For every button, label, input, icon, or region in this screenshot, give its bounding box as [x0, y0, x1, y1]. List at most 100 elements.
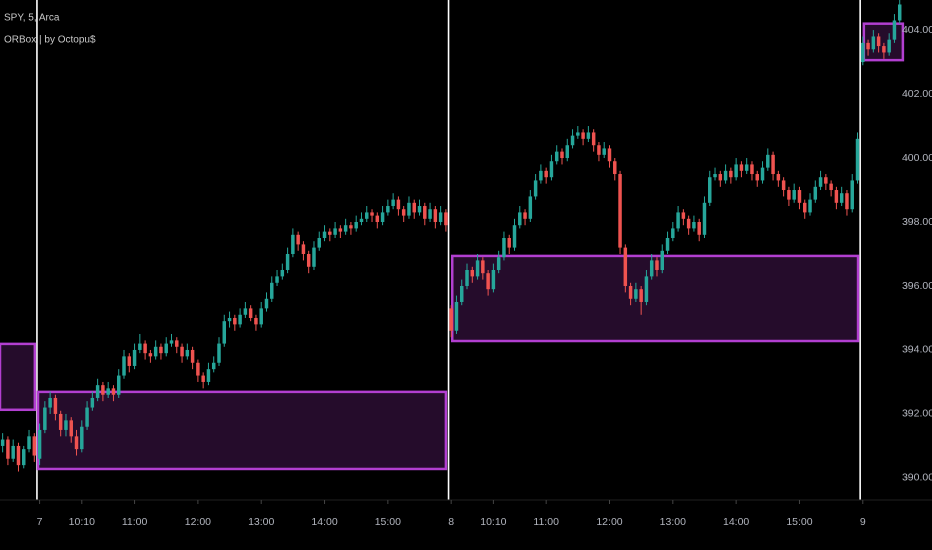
candle-body — [739, 164, 744, 171]
candle-body — [32, 436, 37, 456]
candle-body — [533, 180, 538, 197]
candle-body — [248, 308, 253, 318]
candle-body — [887, 39, 891, 53]
candle-body — [781, 180, 786, 191]
candle-body — [766, 154, 770, 168]
candle-body — [475, 260, 480, 277]
candle-body — [143, 343, 147, 354]
candle-body — [22, 449, 26, 466]
candle-body — [153, 346, 158, 357]
candle-body — [660, 250, 665, 270]
candle-body — [491, 269, 496, 290]
candle-body — [502, 238, 506, 258]
candle-body — [839, 193, 844, 203]
candle-body — [671, 228, 675, 239]
candle-body — [808, 199, 812, 213]
candle-body — [11, 445, 15, 459]
opening-range-box — [0, 342, 37, 412]
candle-body — [280, 269, 285, 277]
candle-body — [871, 36, 876, 50]
candle-body — [106, 388, 110, 395]
opening-range-box — [36, 390, 448, 471]
candle-body — [802, 202, 807, 213]
candle-body — [122, 356, 126, 376]
candle-body — [111, 388, 116, 395]
candle-body — [718, 174, 723, 181]
candle-body — [116, 375, 121, 395]
candle-body — [861, 42, 865, 63]
candle-body — [665, 238, 670, 251]
candle-body — [866, 42, 870, 50]
candle-body — [713, 174, 717, 178]
x-tick-label: 8 — [448, 516, 454, 528]
indicator-label: ORBox | by Octopu$ — [4, 35, 96, 46]
candle-body — [586, 132, 591, 139]
x-tick-label: 13:00 — [660, 516, 686, 528]
y-tick-label: 404.00 — [902, 24, 932, 36]
candle-body — [824, 177, 828, 184]
x-tick-label: 13:00 — [248, 516, 274, 528]
candle-body — [354, 222, 358, 229]
candle-body — [523, 212, 527, 219]
candle-body — [639, 289, 643, 302]
x-tick-label: 11:00 — [122, 516, 148, 528]
candle-body — [317, 238, 321, 248]
candle-body — [159, 346, 163, 354]
x-tick-label: 12:00 — [185, 516, 211, 528]
candle-body — [132, 349, 137, 366]
candle-body — [792, 190, 796, 200]
candle-body — [333, 228, 337, 235]
candle-body — [201, 375, 205, 382]
candle-body — [270, 282, 274, 299]
candle-body — [581, 132, 585, 139]
candle-body — [275, 276, 279, 283]
candle-body — [338, 228, 343, 232]
candle-body — [829, 183, 833, 191]
candle-body — [607, 148, 612, 162]
candle-body — [64, 420, 68, 430]
candle-body — [496, 257, 501, 270]
candle-body — [233, 317, 237, 325]
candle-body — [53, 397, 58, 414]
candle-body — [401, 209, 406, 216]
candle-body — [481, 260, 485, 274]
candle-body — [0, 439, 5, 446]
candle-body — [69, 420, 73, 437]
candle-body — [175, 340, 179, 347]
candle-body — [444, 212, 448, 226]
candle-body — [729, 170, 733, 178]
candle-body — [90, 397, 95, 408]
candle-body — [312, 247, 316, 267]
candle-body — [486, 273, 490, 290]
candle-body — [692, 222, 696, 229]
x-tick-label: 15:00 — [375, 516, 401, 528]
candle-body — [48, 397, 52, 408]
candle-body — [755, 174, 759, 181]
candle-body — [101, 385, 105, 395]
candle-body — [623, 247, 628, 286]
candle-body — [459, 285, 464, 302]
candle-body — [396, 199, 401, 210]
candle-body — [591, 132, 596, 146]
y-tick-label: 402.00 — [902, 88, 932, 100]
candle-body — [644, 276, 649, 302]
candle-body — [85, 407, 89, 427]
candle-body — [27, 436, 31, 450]
candle-body — [449, 308, 453, 331]
candle-body — [882, 46, 886, 53]
plot-area — [0, 0, 905, 500]
candle-body — [291, 234, 295, 254]
candle-body — [845, 193, 849, 210]
candle-body — [876, 36, 881, 47]
y-tick-label: 394.00 — [902, 344, 932, 356]
candle-body — [776, 174, 781, 181]
candle-body — [380, 212, 385, 223]
candle-body — [259, 308, 263, 325]
candle-body — [95, 385, 100, 398]
candle-body — [565, 145, 570, 159]
candle-body — [512, 225, 517, 248]
candle-body — [264, 298, 269, 309]
candle-body — [217, 343, 221, 363]
candle-body — [539, 170, 543, 181]
candle-body — [169, 340, 174, 344]
